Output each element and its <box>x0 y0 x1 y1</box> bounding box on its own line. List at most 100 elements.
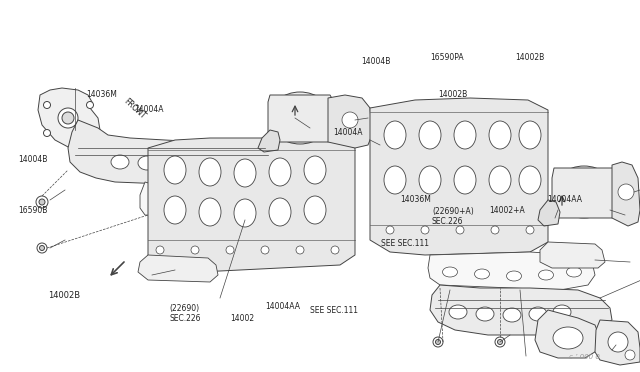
Text: (22690): (22690) <box>170 304 200 312</box>
Ellipse shape <box>199 158 221 186</box>
Circle shape <box>433 337 443 347</box>
Polygon shape <box>68 120 275 185</box>
Polygon shape <box>430 285 612 335</box>
Circle shape <box>497 340 502 344</box>
Ellipse shape <box>138 156 156 170</box>
Ellipse shape <box>561 173 607 211</box>
Ellipse shape <box>419 121 441 149</box>
Polygon shape <box>428 252 595 290</box>
Ellipse shape <box>419 166 441 194</box>
Text: 14004B: 14004B <box>18 155 47 164</box>
Text: SEE SEC.111: SEE SEC.111 <box>310 306 358 315</box>
Ellipse shape <box>553 305 571 319</box>
Ellipse shape <box>476 307 494 321</box>
Circle shape <box>37 243 47 253</box>
Ellipse shape <box>218 202 232 212</box>
Circle shape <box>156 246 164 254</box>
Text: SEE SEC.111: SEE SEC.111 <box>381 239 429 248</box>
Ellipse shape <box>248 202 262 212</box>
Ellipse shape <box>234 159 256 187</box>
Ellipse shape <box>449 305 467 319</box>
Ellipse shape <box>474 269 490 279</box>
Text: c ’ 000 0: c ’ 000 0 <box>569 354 600 360</box>
Circle shape <box>331 246 339 254</box>
Ellipse shape <box>553 166 615 218</box>
Circle shape <box>261 246 269 254</box>
Text: 14004B: 14004B <box>362 57 391 66</box>
Ellipse shape <box>304 196 326 224</box>
Circle shape <box>435 340 440 344</box>
Ellipse shape <box>506 271 522 281</box>
Circle shape <box>191 246 199 254</box>
Ellipse shape <box>489 166 511 194</box>
Polygon shape <box>595 320 640 365</box>
Circle shape <box>421 226 429 234</box>
Text: (22690+A): (22690+A) <box>432 207 474 216</box>
Text: 14002: 14002 <box>230 314 255 323</box>
Ellipse shape <box>519 121 541 149</box>
Ellipse shape <box>234 199 256 227</box>
Circle shape <box>491 226 499 234</box>
Text: 14004AA: 14004AA <box>266 302 301 311</box>
Polygon shape <box>38 88 100 148</box>
Circle shape <box>226 246 234 254</box>
Circle shape <box>86 102 93 109</box>
Text: FRONT: FRONT <box>122 97 147 121</box>
Circle shape <box>342 112 358 128</box>
Ellipse shape <box>164 156 186 184</box>
Ellipse shape <box>269 158 291 186</box>
Circle shape <box>36 196 48 208</box>
Ellipse shape <box>214 153 232 167</box>
Polygon shape <box>148 138 355 272</box>
Text: 16590PA: 16590PA <box>430 53 464 62</box>
Circle shape <box>44 129 51 137</box>
Polygon shape <box>258 130 280 152</box>
Polygon shape <box>538 200 560 226</box>
Ellipse shape <box>553 327 583 349</box>
Ellipse shape <box>489 121 511 149</box>
Circle shape <box>495 337 505 347</box>
Ellipse shape <box>566 267 582 277</box>
Text: SEC.226: SEC.226 <box>170 314 201 323</box>
Circle shape <box>62 112 74 124</box>
Ellipse shape <box>454 121 476 149</box>
Text: 14002B: 14002B <box>515 53 545 62</box>
Ellipse shape <box>529 307 547 321</box>
Polygon shape <box>328 95 372 148</box>
Ellipse shape <box>454 166 476 194</box>
Ellipse shape <box>384 121 406 149</box>
Ellipse shape <box>188 201 202 211</box>
Polygon shape <box>540 242 605 268</box>
Circle shape <box>618 184 634 200</box>
Ellipse shape <box>538 270 554 280</box>
Ellipse shape <box>570 181 598 203</box>
Ellipse shape <box>189 155 207 169</box>
Text: 16590B: 16590B <box>18 206 47 215</box>
Text: 14002B: 14002B <box>438 90 468 99</box>
Ellipse shape <box>199 198 221 226</box>
Text: 14004A: 14004A <box>134 105 164 114</box>
Ellipse shape <box>278 99 323 137</box>
Circle shape <box>296 246 304 254</box>
Ellipse shape <box>269 198 291 226</box>
Text: 14002B: 14002B <box>48 291 80 300</box>
Circle shape <box>86 131 93 138</box>
Text: SEC.226: SEC.226 <box>432 217 463 226</box>
Text: 14002+A: 14002+A <box>490 206 525 215</box>
Circle shape <box>44 102 51 109</box>
Circle shape <box>58 108 78 128</box>
Circle shape <box>456 226 464 234</box>
Ellipse shape <box>304 156 326 184</box>
Ellipse shape <box>503 308 521 322</box>
Ellipse shape <box>278 200 292 210</box>
Text: 14004A: 14004A <box>333 128 362 137</box>
Text: 14036M: 14036M <box>400 195 431 203</box>
Ellipse shape <box>164 196 186 224</box>
Polygon shape <box>370 98 548 255</box>
Ellipse shape <box>111 155 129 169</box>
Text: 14036M: 14036M <box>86 90 117 99</box>
Ellipse shape <box>384 166 406 194</box>
Ellipse shape <box>286 107 314 129</box>
Circle shape <box>40 246 45 250</box>
Polygon shape <box>612 162 640 226</box>
